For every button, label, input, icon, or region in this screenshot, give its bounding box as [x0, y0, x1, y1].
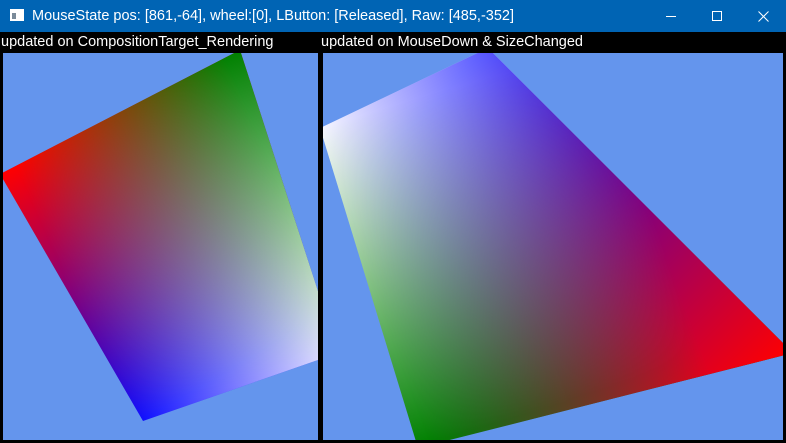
close-icon	[758, 11, 769, 22]
app-icon[interactable]	[10, 9, 24, 21]
minimize-icon	[666, 16, 676, 17]
left-render-canvas[interactable]	[3, 53, 318, 440]
client-area: updated on CompositionTarget_Rendering u…	[0, 32, 786, 443]
maximize-button[interactable]	[694, 0, 740, 32]
right-render-canvas[interactable]	[323, 53, 783, 440]
left-gradient-square	[3, 53, 318, 421]
right-pane-label: updated on MouseDown & SizeChanged	[321, 34, 583, 50]
window-title: MouseState pos: [861,-64], wheel:[0], LB…	[32, 8, 515, 24]
maximize-icon	[712, 11, 722, 21]
left-pane-label: updated on CompositionTarget_Rendering	[1, 34, 274, 50]
right-gradient-square	[323, 53, 783, 440]
minimize-button[interactable]	[648, 0, 694, 32]
title-bar[interactable]: MouseState pos: [861,-64], wheel:[0], LB…	[0, 0, 786, 32]
close-button[interactable]	[740, 0, 786, 32]
